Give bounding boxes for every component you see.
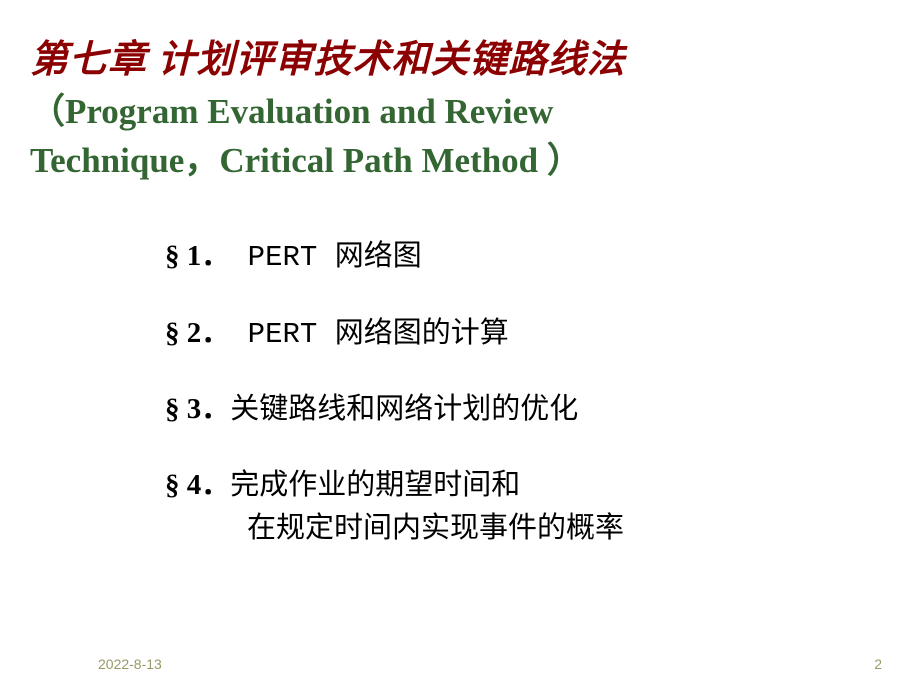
footer-page-number: 2 [874,656,882,672]
title-english-line2: Technique，Critical Path Method ） [30,141,582,180]
chapter-title-chinese: 第七章 计划评审技术和关键路线法 [30,28,890,83]
section-mark: § 3． [165,393,230,425]
section-item-4: § 4．完成作业的期望时间和 在规定时间内实现事件的概率 [165,464,890,551]
pert-label: PERT [230,241,334,274]
section-text-line2: 在规定时间内实现事件的概率 [165,512,624,544]
section-mark: § 4． [165,469,230,501]
section-text: 完成作业的期望时间和 [230,469,520,501]
slide-footer: 2022-8-13 2 [0,656,920,672]
pert-label: PERT [230,318,334,351]
section-mark: § 2． [165,317,230,349]
footer-date: 2022-8-13 [98,656,162,672]
section-list: § 1． PERT 网络图 § 2． PERT 网络图的计算 § 3．关键路线和… [30,225,890,551]
section-mark: § 1． [165,240,230,272]
slide-container: 第七章 计划评审技术和关键路线法 （Program Evaluation and… [0,0,920,690]
section-item-2: § 2． PERT 网络图的计算 [165,312,890,357]
section-text: 网络图 [335,240,422,272]
title-english-line1: （Program Evaluation and Review [30,92,553,131]
section-text: 关键路线和网络计划的优化 [230,393,578,425]
section-item-3: § 3．关键路线和网络计划的优化 [165,388,890,432]
section-item-1: § 1． PERT 网络图 [165,235,890,280]
section-text: 网络图的计算 [335,317,509,349]
chapter-title-english: （Program Evaluation and Review Technique… [30,87,890,185]
